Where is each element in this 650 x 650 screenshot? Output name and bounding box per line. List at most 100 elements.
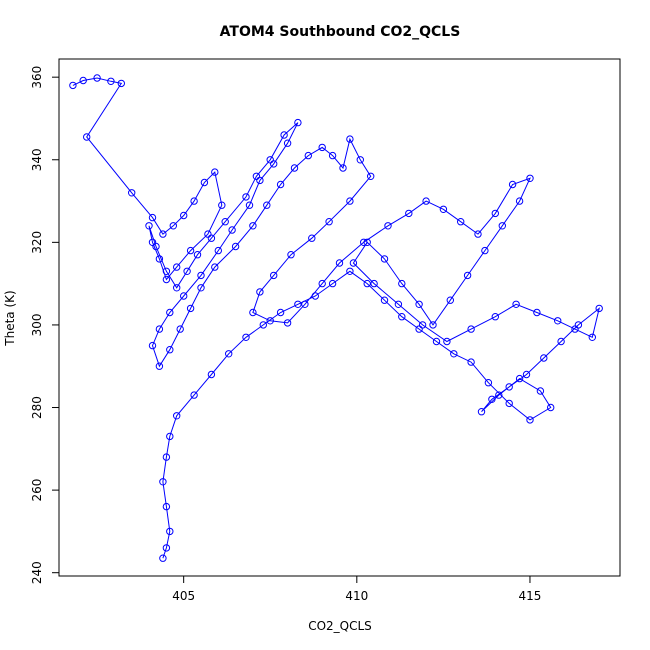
data-point (180, 211, 188, 220)
data-point (249, 222, 257, 230)
y-axis-label: Theta (K) (3, 290, 17, 346)
data-point (256, 288, 264, 296)
data-point (328, 279, 337, 288)
data-point (380, 255, 389, 263)
data-point (283, 139, 292, 147)
y-tick-label: 340 (30, 148, 44, 171)
data-point (186, 246, 195, 255)
data-point (290, 164, 299, 172)
data-point (162, 275, 171, 284)
data-point (505, 399, 513, 408)
data-point (495, 391, 503, 399)
data-point (491, 209, 499, 218)
data-point (318, 143, 326, 152)
x-axis: 405 410 415 (172, 576, 541, 603)
data-point (308, 234, 316, 242)
data-point (557, 337, 565, 346)
data-point (214, 246, 223, 255)
data-point (107, 77, 115, 86)
plot-frame (58, 58, 621, 577)
data-point (152, 242, 160, 251)
data-point (325, 218, 333, 226)
data-point (155, 255, 164, 263)
data-point (294, 118, 302, 127)
data-point (162, 453, 171, 461)
data-point (328, 151, 337, 160)
data-point (477, 408, 486, 416)
data-point (159, 478, 167, 486)
data-point (512, 300, 520, 308)
data-point (117, 79, 126, 88)
data-point (522, 370, 531, 379)
data-point (398, 313, 406, 321)
data-point (249, 308, 257, 317)
data-point (463, 271, 472, 280)
data-point (200, 178, 209, 187)
data-point (193, 251, 202, 259)
data-point (526, 174, 534, 183)
data-point (211, 168, 219, 176)
y-tick-label: 300 (30, 313, 44, 336)
data-point (225, 350, 233, 358)
data-point (346, 197, 354, 205)
data-point (159, 230, 167, 238)
data-point (148, 341, 157, 350)
x-tick-label: 415 (519, 589, 542, 603)
data-point (363, 238, 371, 247)
data-point (190, 197, 198, 205)
data-point (294, 300, 302, 308)
data-point (183, 267, 191, 275)
data-point (266, 317, 274, 325)
data-point (280, 131, 288, 139)
y-axis: 240 260 280 300 320 340 360 (30, 66, 59, 584)
data-point (83, 133, 91, 141)
data-point (301, 300, 309, 308)
y-tick-label: 240 (30, 561, 44, 584)
data-point (162, 267, 171, 275)
data-point (505, 383, 513, 391)
data-point (474, 230, 482, 238)
data-point (481, 246, 489, 255)
data-point (276, 180, 285, 189)
data-point (259, 321, 267, 329)
x-tick-label: 405 (172, 589, 195, 603)
plot-area (69, 74, 603, 562)
data-point (245, 201, 254, 209)
data-point (318, 279, 326, 288)
data-point (363, 279, 371, 288)
data-point (432, 337, 441, 346)
data-point (484, 379, 493, 387)
data-point (263, 201, 271, 209)
data-point (190, 391, 198, 399)
data-point (380, 296, 389, 304)
data-point (443, 337, 451, 346)
data-point (335, 259, 344, 267)
data-point (207, 370, 216, 379)
y-tick-label: 280 (30, 396, 44, 419)
data-point (304, 151, 312, 160)
data-point (287, 251, 295, 259)
data-point (197, 271, 205, 280)
data-point (176, 325, 184, 333)
data-point (283, 319, 292, 327)
data-point (339, 164, 347, 172)
data-point (166, 346, 174, 354)
data-point (169, 222, 178, 230)
data-point (429, 321, 437, 329)
data-point (218, 201, 226, 209)
data-point (450, 350, 458, 358)
data-point (155, 362, 164, 370)
data-point (256, 176, 264, 185)
data-point (173, 263, 181, 271)
data-point (162, 502, 171, 511)
series-line (72, 77, 601, 559)
data-point (367, 172, 375, 181)
chart-title: ATOM4 Southbound CO2_QCLS (220, 24, 461, 40)
data-point (498, 222, 506, 230)
data-point (145, 222, 153, 230)
data-point (221, 218, 229, 226)
data-point (228, 226, 236, 234)
data-point (231, 242, 240, 251)
data-point (276, 308, 285, 317)
